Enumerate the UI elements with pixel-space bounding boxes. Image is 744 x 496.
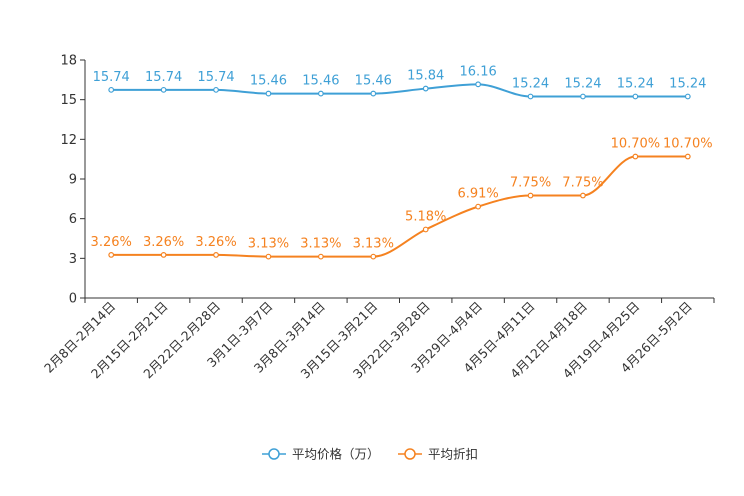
data-point[interactable] [422,85,429,92]
data-point[interactable] [632,153,639,160]
data-point[interactable] [475,203,482,210]
data-point[interactable] [684,153,691,160]
data-label: 3.13% [300,237,341,252]
data-point[interactable] [265,90,272,97]
data-point[interactable] [684,93,691,100]
data-label: 15.24 [512,76,549,91]
data-label: 15.24 [564,76,601,91]
data-label: 15.46 [250,74,287,89]
data-point[interactable] [213,86,219,93]
data-point[interactable] [475,81,482,88]
legend-label-1[interactable]: 平均价格（万） [292,447,380,462]
data-label: 5.18% [405,210,446,225]
legend-marker-1[interactable] [268,448,280,460]
legend-label-2[interactable]: 平均折扣 [428,447,478,462]
data-label: 10.70% [611,137,661,152]
data-point[interactable] [632,93,639,100]
y-tick-label: 15 [60,93,77,108]
data-label: 15.46 [302,74,339,89]
data-point[interactable] [580,192,586,199]
data-point[interactable] [317,253,324,260]
data-point[interactable] [317,90,324,97]
data-label: 3.26% [91,235,132,250]
data-label: 15.74 [145,70,182,85]
data-label: 7.75% [562,176,603,191]
data-label: 3.26% [195,235,236,250]
data-label: 7.75% [510,176,551,191]
data-label: 3.26% [143,235,184,250]
legend: 平均价格（万） 平均折扣 [262,447,478,462]
data-label: 16.16 [460,64,497,79]
series-layer: 15.74 15.74 15.74 15.46 15.46 15.46 15.84 16.16… [91,64,713,260]
data-label: 15.74 [93,70,130,85]
y-tick-label: 3 [69,252,77,267]
data-label: 15.46 [355,74,392,89]
data-label: 10.70% [663,137,713,152]
legend-marker-2[interactable] [404,448,416,460]
data-point[interactable] [370,90,377,97]
data-label: 15.24 [617,76,654,91]
y-axis: 0 3 6 9 12 15 18 [60,54,86,307]
data-point[interactable] [160,86,167,93]
y-tick-label: 6 [69,212,77,227]
data-point[interactable] [527,192,534,199]
data-label: 3.13% [353,237,394,252]
series-line-1 [111,83,688,98]
y-tick-label: 9 [69,173,77,188]
data-point[interactable] [370,253,377,260]
y-tick-label: 0 [69,292,77,307]
y-tick-label: 12 [60,133,77,148]
data-point[interactable] [527,93,534,100]
data-label: 6.91% [457,187,498,202]
x-axis: 2月8日-2月14日2月15日-2月21日2月22日-2月28日3月1日-3月7… [41,297,715,381]
y-tick-label: 18 [60,54,77,69]
data-point[interactable] [108,251,115,258]
data-point[interactable] [265,253,272,260]
data-label: 15.84 [407,69,444,84]
data-point[interactable] [580,93,586,100]
data-point[interactable] [160,251,167,258]
series-line-2 [111,155,688,258]
data-point[interactable] [422,226,429,233]
data-label: 15.74 [197,70,234,85]
data-label: 15.24 [669,76,706,91]
data-point[interactable] [108,86,115,93]
data-label: 3.13% [248,237,289,252]
data-point[interactable] [213,251,219,258]
